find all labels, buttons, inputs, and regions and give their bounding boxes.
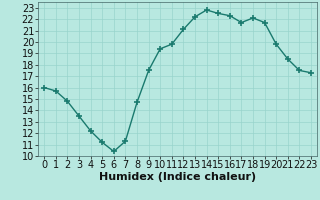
X-axis label: Humidex (Indice chaleur): Humidex (Indice chaleur) [99,172,256,182]
